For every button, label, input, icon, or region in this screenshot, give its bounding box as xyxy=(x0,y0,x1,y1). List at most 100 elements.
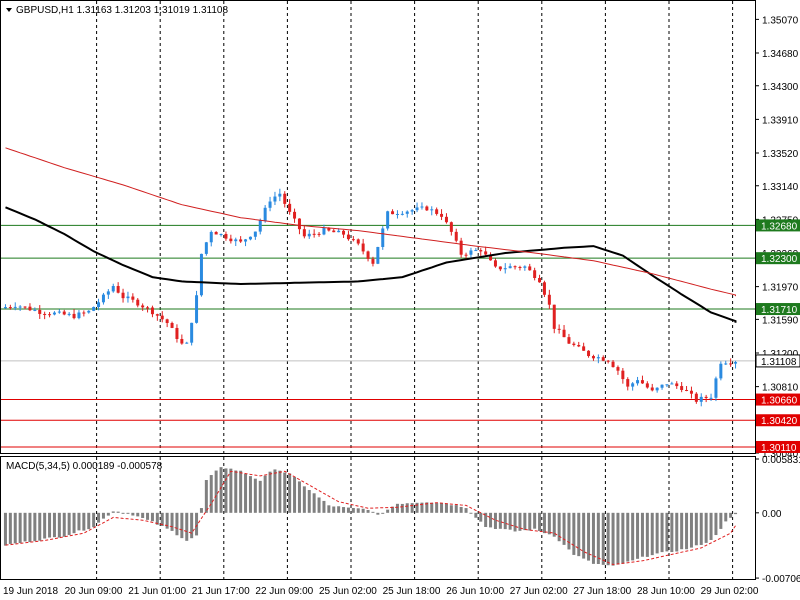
candle-body xyxy=(366,251,370,259)
candle-body xyxy=(655,387,659,391)
macd-histogram-bar xyxy=(440,503,444,513)
candle-body xyxy=(626,379,630,387)
macd-histogram-bar xyxy=(518,512,522,531)
candle-body xyxy=(405,211,409,214)
candle-body xyxy=(616,367,620,371)
candle-body xyxy=(513,266,517,268)
candle-body xyxy=(523,266,527,268)
candle-body xyxy=(77,312,81,319)
macd-histogram-bar xyxy=(199,508,203,513)
candle-body xyxy=(190,322,194,343)
macd-histogram-bar xyxy=(572,512,576,555)
candle-body xyxy=(312,233,316,235)
x-tick-label: 27 Jun 18:00 xyxy=(573,586,631,597)
macd-histogram-bar xyxy=(185,512,189,541)
moving-average-black xyxy=(5,206,737,323)
macd-histogram-bar xyxy=(675,512,679,552)
macd-histogram-bar xyxy=(253,478,257,513)
candle-body xyxy=(577,344,581,347)
candle-body xyxy=(719,363,723,379)
candle-body xyxy=(567,337,571,344)
candle-body xyxy=(170,322,174,328)
macd-histogram-bar xyxy=(346,507,350,513)
candle-body xyxy=(185,342,189,344)
candle-body xyxy=(361,243,365,252)
candle-body xyxy=(562,329,566,338)
candle-body xyxy=(229,238,233,242)
candle-body xyxy=(508,266,512,269)
candle-body xyxy=(263,207,267,221)
macd-histogram-bar xyxy=(8,512,12,544)
macd-histogram-bar xyxy=(361,508,365,513)
macd-histogram-bar xyxy=(273,469,277,513)
macd-histogram-bar xyxy=(557,512,561,542)
candle-body xyxy=(734,362,738,364)
candle-body xyxy=(97,302,101,307)
macd-histogram-bar xyxy=(538,512,542,531)
x-tick-label: 21 Jun 17:00 xyxy=(192,586,250,597)
candle-body xyxy=(28,306,32,311)
candle-body xyxy=(415,207,419,211)
candle-body xyxy=(430,209,434,211)
candle-body xyxy=(253,231,257,237)
dropdown-triangle-icon[interactable] xyxy=(6,8,12,12)
macd-histogram-bar xyxy=(645,512,649,557)
macd-histogram-bar xyxy=(155,512,159,525)
macd-histogram-bar xyxy=(376,512,380,515)
macd-histogram-bar xyxy=(734,512,738,515)
y-tick-label: 1.30810 xyxy=(762,383,799,394)
candle-body xyxy=(293,211,297,219)
y-tick-label: 1.33910 xyxy=(762,115,799,126)
macd-histogram-bar xyxy=(655,512,659,554)
macd-histogram-bar xyxy=(386,509,390,513)
candle-body xyxy=(204,242,208,254)
macd-histogram-bar xyxy=(268,471,272,513)
macd-histogram-bar xyxy=(587,512,591,561)
candle-body xyxy=(43,313,47,315)
candle-body xyxy=(18,306,22,308)
candle-body xyxy=(136,299,140,306)
macd-histogram-bar xyxy=(141,512,145,518)
candlesticks xyxy=(3,188,738,407)
candle-body xyxy=(435,209,439,214)
price-axis: 1.35070 1.34680 1.34300 1.33910 1.33520 1.331… xyxy=(755,15,800,460)
y-tick-label: 1.33140 xyxy=(762,182,799,193)
candle-body xyxy=(538,277,542,283)
x-tick-label: 28 Jun 10:00 xyxy=(637,586,695,597)
macd-histogram-bar xyxy=(97,512,101,523)
candle-body xyxy=(596,357,600,359)
macd-histogram-bar xyxy=(92,512,96,528)
macd-histogram-bar xyxy=(694,512,698,546)
candle-body xyxy=(239,239,243,242)
candle-body xyxy=(288,203,292,212)
macd-histogram-bar xyxy=(67,512,71,535)
macd-histogram-bar xyxy=(234,470,238,513)
macd-histogram-bar xyxy=(454,505,458,513)
candle-body xyxy=(685,389,689,391)
candle-body xyxy=(533,270,537,278)
candle-body xyxy=(322,228,326,235)
macd-histogram-bar xyxy=(175,512,179,536)
macd-histogram-bar xyxy=(400,503,404,513)
x-tick-label: 27 Jun 02:00 xyxy=(510,586,568,597)
macd-histogram-bar xyxy=(420,502,424,513)
candle-body xyxy=(689,390,693,394)
x-tick-label: 25 Jun 18:00 xyxy=(383,586,441,597)
candle-body xyxy=(547,294,551,305)
candle-body xyxy=(116,286,120,293)
y-tick-label: 1.30040 xyxy=(762,449,799,460)
candle-body xyxy=(195,295,199,323)
candle-body xyxy=(268,201,272,208)
candle-body xyxy=(111,286,115,292)
candle-body xyxy=(376,246,380,264)
candle-body xyxy=(327,228,331,231)
macd-histogram-bar xyxy=(33,512,37,542)
candle-body xyxy=(317,233,321,235)
macd-histogram-bar xyxy=(327,505,331,513)
macd-histogram-bar xyxy=(302,486,306,513)
candle-body xyxy=(518,266,522,268)
level-price-tag xyxy=(756,303,800,316)
candle-body xyxy=(474,250,478,252)
candle-body xyxy=(283,193,287,204)
candle-body xyxy=(410,210,414,212)
